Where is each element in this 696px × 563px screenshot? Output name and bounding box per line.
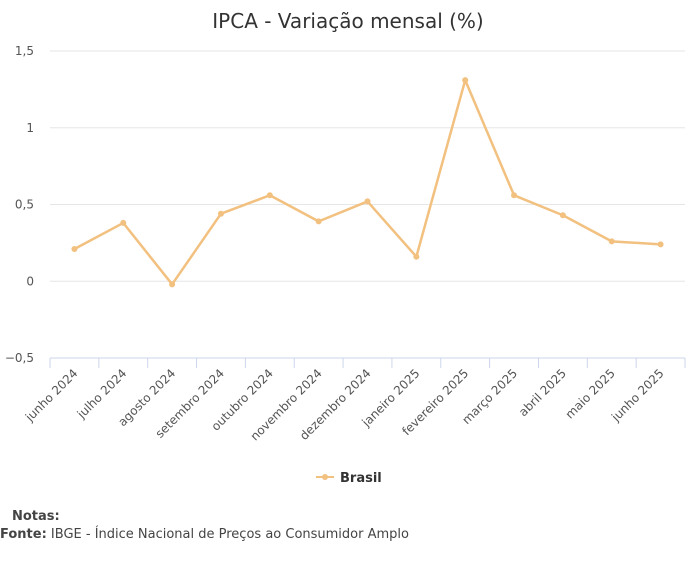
y-tick-label: −0,5 — [5, 351, 34, 365]
x-tick-label: abril 2025 — [516, 366, 569, 419]
data-point[interactable] — [169, 281, 176, 288]
data-point[interactable] — [559, 212, 566, 219]
data-point[interactable] — [315, 218, 322, 225]
y-tick-label: 0,5 — [15, 198, 34, 212]
chart: IPCA - Variação mensal (%) 1,510,50−0,5 … — [5, 9, 686, 486]
data-point[interactable] — [462, 77, 469, 84]
series-brasil — [71, 77, 664, 288]
series-line — [73, 78, 661, 286]
y-tick-label: 0 — [26, 274, 34, 288]
data-point[interactable] — [364, 198, 371, 205]
data-point[interactable] — [120, 219, 127, 226]
data-point[interactable] — [657, 241, 664, 248]
legend-marker-icon — [322, 474, 328, 480]
y-axis: 1,5 1 0,5 0 −0,5 — [5, 44, 34, 365]
data-point[interactable] — [71, 246, 78, 253]
data-point[interactable] — [608, 238, 615, 245]
data-point[interactable] — [511, 192, 518, 199]
source-text: IBGE - Índice Nacional de Preços ao Cons… — [50, 527, 409, 542]
y-tick-label: 1 — [26, 121, 34, 135]
grid-lines — [50, 50, 685, 359]
legend[interactable]: Brasil — [316, 471, 382, 486]
data-point[interactable] — [413, 253, 420, 260]
legend-label-brasil: Brasil — [340, 471, 382, 486]
x-tick-label: junho 2025 — [608, 366, 667, 425]
data-point[interactable] — [217, 210, 224, 217]
data-point[interactable] — [266, 192, 273, 199]
y-tick-label: 1,5 — [15, 44, 34, 58]
source-label: Fonte: — [0, 527, 47, 542]
notes-label: Notas: — [12, 509, 60, 524]
x-tick-label: junho 2024 — [22, 366, 81, 425]
source-line: Fonte: IBGE - Índice Nacional de Preços … — [0, 527, 409, 542]
chart-title: IPCA - Variação mensal (%) — [212, 9, 483, 33]
